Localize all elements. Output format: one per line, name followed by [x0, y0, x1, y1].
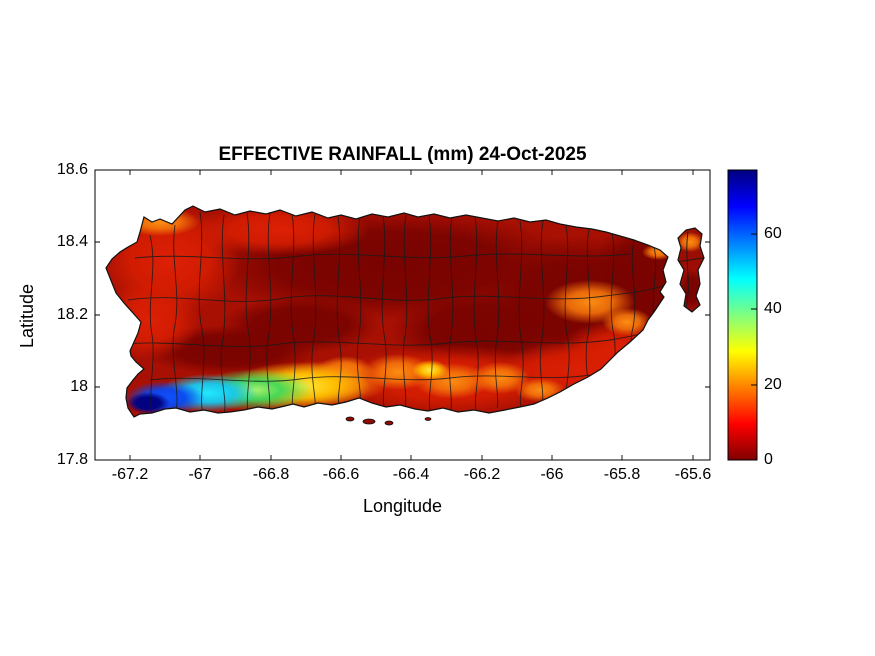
axes-box	[94, 169, 711, 461]
offshore-islets	[345, 416, 432, 426]
colorbar-tick-marks	[751, 233, 757, 461]
rainfall-field	[106, 206, 668, 417]
chart-title: EFFECTIVE RAINFALL (mm) 24-Oct-2025	[218, 144, 587, 165]
y-tick-label: 18.4	[56, 233, 88, 250]
y-tick-label: 17.8	[56, 451, 88, 468]
x-tick-label: -66.2	[463, 466, 501, 483]
colorbar	[727, 169, 758, 461]
colorbar-tick-label: 40	[764, 300, 782, 317]
east-coast-fragment	[677, 227, 705, 313]
x-tick-label: -67	[188, 466, 212, 483]
puerto-rico-map	[105, 205, 669, 418]
y-tick-label: 18.6	[56, 161, 88, 178]
y-axis-label: Latitude	[17, 283, 37, 349]
x-axis-label: Longitude	[362, 496, 443, 516]
x-tick-label: -66.8	[252, 466, 290, 483]
x-tick-label: -65.8	[603, 466, 641, 483]
x-tick-label: -66.6	[322, 466, 360, 483]
x-tick-label: -65.6	[674, 466, 712, 483]
x-tick-label: -66.4	[392, 466, 430, 483]
y-tick-label: 18	[70, 378, 88, 395]
colorbar-tick-label: 0	[764, 451, 773, 468]
x-tick-label: -66	[540, 466, 564, 483]
y-tick-label: 18.2	[56, 306, 88, 323]
colorbar-tick-label: 20	[764, 376, 782, 393]
colorbar-tick-label: 60	[764, 225, 782, 242]
axis-tick-marks	[95, 169, 710, 461]
x-tick-label: -67.2	[111, 466, 149, 483]
